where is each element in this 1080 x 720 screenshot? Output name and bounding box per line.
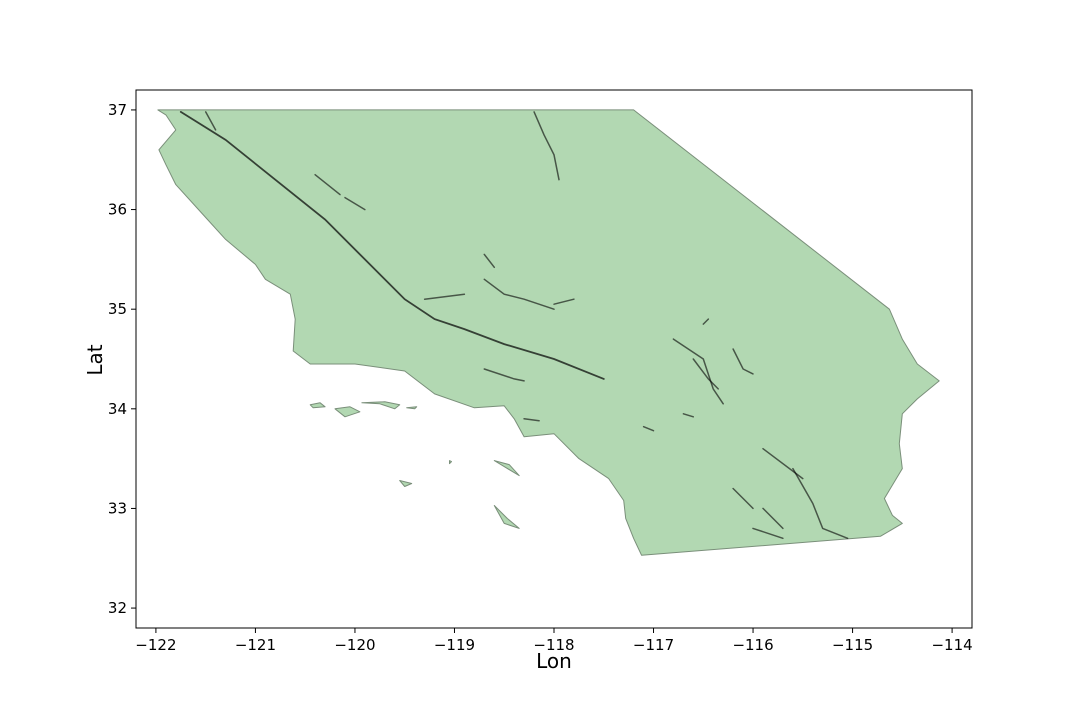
- fault-line: [553, 298, 575, 305]
- fault-line: [523, 418, 540, 422]
- y-axis-label: Lat: [83, 344, 107, 375]
- island-polygon: [449, 460, 452, 465]
- y-tick-label: 36: [108, 201, 127, 219]
- island-polygon: [399, 480, 413, 487]
- y-tick-label: 37: [108, 101, 127, 119]
- fault-line: [682, 413, 695, 418]
- island-polygon: [493, 505, 520, 529]
- x-axis-ticks: −122 −121 −120 −119 −118 −117 −116 −115 −114: [135, 628, 973, 654]
- y-tick-label: 34: [108, 400, 127, 418]
- y-tick-label: 35: [108, 300, 127, 318]
- fault-line: [672, 338, 724, 405]
- fault-line: [732, 487, 754, 510]
- x-tick-label: −118: [533, 636, 574, 654]
- y-tick-label: 33: [108, 499, 127, 517]
- island-polygon: [334, 406, 361, 418]
- fault-line: [642, 425, 655, 432]
- x-tick-label: −117: [633, 636, 674, 654]
- fault-line: [692, 358, 719, 390]
- fault-line: [483, 253, 496, 269]
- x-axis-label: Lon: [536, 649, 572, 673]
- island-polygon: [361, 401, 401, 410]
- y-tick-label: 32: [108, 599, 127, 617]
- y-axis-ticks: 32 33 34 35 36 37: [108, 101, 136, 617]
- fault-line: [204, 111, 217, 131]
- fault-line: [752, 527, 784, 540]
- mainland-polygon: [157, 109, 940, 556]
- fault-line: [762, 507, 784, 530]
- x-tick-label: −116: [732, 636, 773, 654]
- x-tick-label: −122: [135, 636, 176, 654]
- island-polygon: [309, 402, 326, 409]
- x-tick-label: −115: [832, 636, 873, 654]
- fault-line: [344, 196, 366, 211]
- fault-line: [792, 467, 849, 540]
- island-polygon: [493, 460, 520, 477]
- fault-layer: [179, 111, 849, 540]
- fault-line: [533, 111, 560, 181]
- island-polygon: [406, 406, 418, 410]
- fault-line: [179, 111, 605, 380]
- land-layer: [157, 109, 940, 556]
- x-tick-label: −119: [434, 636, 475, 654]
- fault-line: [423, 293, 466, 300]
- x-tick-label: −114: [931, 636, 972, 654]
- fault-line: [483, 368, 525, 382]
- fault-line: [732, 348, 754, 375]
- x-tick-label: −121: [235, 636, 276, 654]
- fault-line: [483, 278, 555, 310]
- fault-line: [314, 173, 341, 196]
- x-tick-label: −120: [334, 636, 375, 654]
- fault-line: [702, 318, 710, 325]
